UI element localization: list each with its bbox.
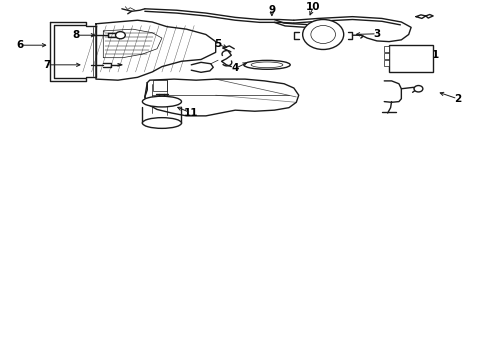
Text: 11: 11 bbox=[184, 108, 198, 118]
Text: 8: 8 bbox=[73, 30, 80, 40]
Bar bbox=[153, 80, 167, 91]
Text: 5: 5 bbox=[215, 40, 222, 49]
Bar bbox=[384, 46, 389, 51]
Circle shape bbox=[116, 32, 125, 39]
Text: 10: 10 bbox=[306, 2, 320, 12]
Bar bbox=[389, 45, 433, 72]
Circle shape bbox=[303, 19, 343, 49]
Text: 6: 6 bbox=[17, 40, 24, 50]
Text: 9: 9 bbox=[269, 5, 275, 15]
Text: 3: 3 bbox=[373, 29, 381, 39]
Circle shape bbox=[414, 86, 423, 92]
Text: 7: 7 bbox=[44, 60, 51, 70]
Bar bbox=[384, 60, 389, 66]
Text: 1: 1 bbox=[432, 50, 439, 60]
Ellipse shape bbox=[244, 60, 290, 69]
Ellipse shape bbox=[143, 96, 181, 107]
Ellipse shape bbox=[143, 118, 181, 129]
Circle shape bbox=[311, 26, 336, 44]
Ellipse shape bbox=[251, 62, 283, 68]
Bar bbox=[384, 53, 389, 59]
Text: 4: 4 bbox=[232, 63, 239, 73]
Text: 2: 2 bbox=[454, 94, 461, 104]
